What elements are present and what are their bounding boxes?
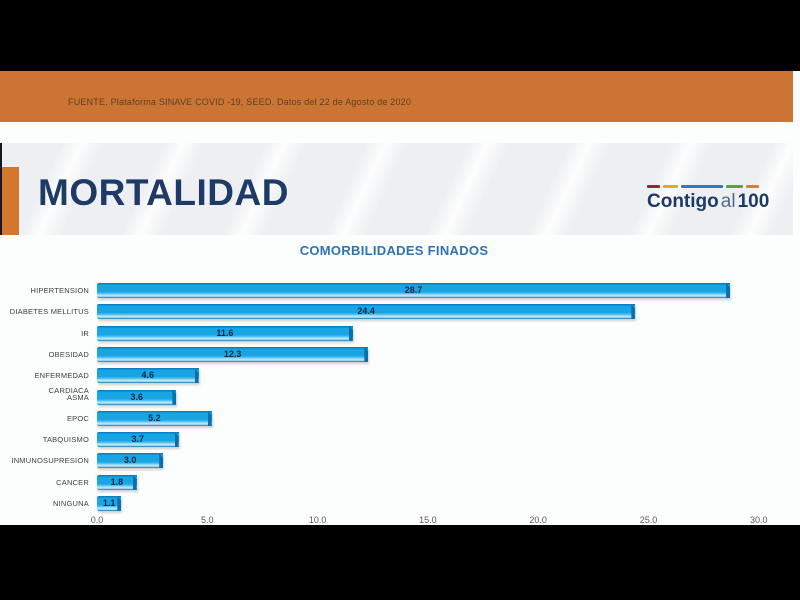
value-label: 24.4 xyxy=(357,306,375,317)
contigo-al-100-logo: Contigo al 100 xyxy=(647,185,769,213)
value-label: 11.6 xyxy=(216,327,234,338)
x-axis-tick: 30.0 xyxy=(750,515,768,525)
x-axis-tick: 0.0 xyxy=(90,515,104,525)
logo-color-stripe xyxy=(647,185,762,188)
value-label: 12.3 xyxy=(223,348,242,359)
x-axis-tick: 25.0 xyxy=(639,515,658,525)
chart-row: INMUNOSUPRESION 3.0 xyxy=(0,453,800,469)
category-label: IR xyxy=(81,328,89,338)
category-label: INMUNOSUPRESION xyxy=(11,456,89,466)
slide: FUENTE. Plataforma SINAVE COVID -19, SEE… xyxy=(0,71,800,525)
logo-word-main: Contigo xyxy=(647,191,719,212)
x-axis-tick: 5.0 xyxy=(201,515,214,525)
x-axis-tick: 10.0 xyxy=(308,515,327,525)
value-label: 1.8 xyxy=(110,476,124,487)
header-band: MORTALIDAD Contigo al 100 xyxy=(0,143,793,235)
bar: 28.7 xyxy=(97,283,731,298)
logo-text: Contigo al 100 xyxy=(647,191,769,213)
category-label: NINGUNA xyxy=(53,499,89,508)
logo-stripe-segment xyxy=(746,185,759,188)
value-label: 3.6 xyxy=(130,391,143,402)
value-label: 1.1 xyxy=(102,498,116,508)
source-banner-text: FUENTE. Plataforma SINAVE COVID -19, SEE… xyxy=(68,97,412,107)
category-label: TABQUISMO xyxy=(42,435,89,445)
logo-stripe-segment xyxy=(647,185,660,188)
chart-row: HIPERTENSION 28.7 xyxy=(0,283,800,298)
logo-stripe-segment xyxy=(681,185,723,188)
chart-row: ENFERMEDAD CARDIACA 4.6 xyxy=(0,368,800,395)
value-label: 3.0 xyxy=(123,455,137,466)
chart-row: OBESIDAD 12.3 xyxy=(0,346,800,362)
bar: 1.1 xyxy=(97,496,122,511)
letterbox-top xyxy=(0,0,800,71)
bar: 3.0 xyxy=(97,453,164,469)
bar: 12.3 xyxy=(97,346,369,362)
source-banner: FUENTE. Plataforma SINAVE COVID -19, SEE… xyxy=(0,71,793,122)
bar: 3.7 xyxy=(97,432,179,448)
chart-row: IR 11.6 xyxy=(0,325,800,341)
bar: 1.8 xyxy=(97,474,137,490)
chart-title: COMORBILIDADES FINADOS xyxy=(299,243,489,258)
logo-stripe-segment xyxy=(726,185,743,188)
letterbox-bottom xyxy=(0,525,800,600)
chart-row: DIABETES MELLITUS 24.4 xyxy=(0,304,800,320)
chart-row: ASMA 3.6 xyxy=(0,389,800,405)
category-label: ENFERMEDAD CARDIACA xyxy=(34,371,89,396)
category-label: OBESIDAD xyxy=(48,349,89,359)
bar: 3.6 xyxy=(97,389,177,405)
category-label: CANCER xyxy=(56,477,89,487)
value-label: 4.6 xyxy=(141,370,154,381)
value-label: 3.7 xyxy=(131,434,145,445)
chart-row: CANCER 1.8 xyxy=(0,474,800,490)
chart-row: EPOC 5.2 xyxy=(0,410,800,426)
chart-row: TABQUISMO 3.7 xyxy=(0,432,800,448)
category-label: EPOC xyxy=(66,413,89,423)
category-label: DIABETES MELLITUS xyxy=(9,307,89,317)
value-label: 28.7 xyxy=(404,285,423,295)
bar: 24.4 xyxy=(97,304,636,320)
logo-stripe-segment xyxy=(663,185,678,188)
logo-word-mid: al xyxy=(720,191,736,212)
category-label: HIPERTENSION xyxy=(30,286,89,295)
x-axis-tick: 15.0 xyxy=(419,515,437,525)
category-label: ASMA xyxy=(66,392,89,402)
chart-row: NINGUNA 1.1 xyxy=(0,496,800,511)
bar: 5.2 xyxy=(97,410,212,426)
page-title: MORTALIDAD xyxy=(38,172,289,213)
bar: 11.6 xyxy=(97,325,353,341)
orange-accent-block xyxy=(2,167,19,235)
x-axis-tick: 20.0 xyxy=(529,515,547,525)
logo-word-num: 100 xyxy=(737,191,770,212)
bar: 4.6 xyxy=(97,368,199,384)
value-label: 5.2 xyxy=(148,412,161,423)
